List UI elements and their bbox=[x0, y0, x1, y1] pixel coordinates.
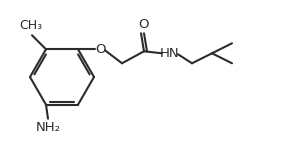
Text: CH₃: CH₃ bbox=[20, 19, 43, 32]
Text: HN: HN bbox=[160, 47, 180, 60]
Text: O: O bbox=[95, 43, 105, 56]
Text: O: O bbox=[138, 18, 148, 31]
Text: NH₂: NH₂ bbox=[35, 121, 61, 134]
